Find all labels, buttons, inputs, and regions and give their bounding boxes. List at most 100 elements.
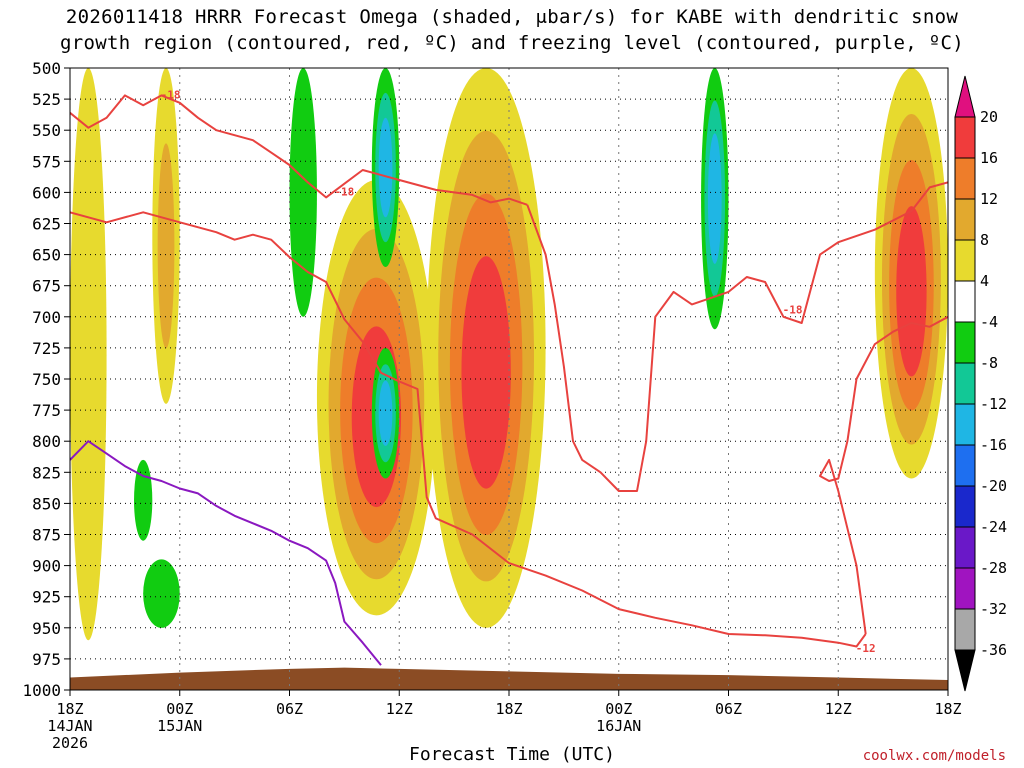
colorbar-bin--32 [954, 567, 976, 610]
colorbar-label: -36 [980, 641, 1007, 659]
y-axis: 500 525 550 575 600 625 650 675 700 725 750 775 800 8… [22, 59, 70, 700]
y-tick-label: 525 [32, 90, 61, 109]
y-tick-label: 875 [32, 526, 61, 545]
colorbar-label: -16 [980, 436, 1007, 454]
downward-motion-1 [289, 68, 317, 317]
x-tick-label: 00Z [166, 700, 193, 718]
upward-motion-early-2-level-10 [157, 143, 175, 349]
colorbar-bin-16 [954, 116, 976, 159]
colorbar-label: 12 [980, 190, 998, 208]
upward-motion-core-2-level-18 [461, 256, 511, 489]
colorbar-label: -28 [980, 559, 1007, 577]
x-tick-label: 00Z [605, 700, 632, 718]
colorbar-label: -20 [980, 477, 1007, 495]
dgz-minus18-lower-loop [526, 181, 948, 492]
y-tick-label: 700 [32, 308, 61, 327]
chart-title-line-2: growth region (contoured, red, ºC) and f… [60, 32, 964, 54]
y-tick-label: 850 [32, 494, 61, 513]
contour-label: -18 [334, 185, 354, 198]
y-tick-label: 725 [32, 339, 61, 358]
downward-motion-1-level--6 [289, 68, 317, 317]
colorbar-bin--24 [954, 485, 976, 528]
x-tick-date: 14JAN [47, 717, 92, 735]
downward-motion-6-level--6 [134, 459, 153, 541]
colorbar-bin--16 [954, 403, 976, 446]
y-tick-label: 600 [32, 183, 61, 202]
upward-motion-late-level-18 [896, 206, 927, 377]
contour-labels: -18 -18 -18 -12 [161, 88, 876, 655]
x-axis-label: Forecast Time (UTC) [409, 744, 615, 765]
colorbar-label: -32 [980, 600, 1007, 618]
freezing-level [70, 440, 382, 666]
dgz-minus12-right [819, 315, 948, 635]
contour-label: -18 [783, 304, 803, 317]
y-tick-label: 625 [32, 215, 61, 234]
x-tick-year: 2026 [52, 734, 88, 752]
contour-lines [70, 94, 948, 666]
colorbar-label: 8 [980, 231, 989, 249]
y-tick-label: 550 [32, 121, 61, 140]
downward-motion-6 [134, 459, 153, 541]
grid-lines [70, 68, 948, 690]
colorbar-bin-8 [954, 198, 976, 241]
y-tick-label: 900 [32, 557, 61, 576]
colorbar-bin--28 [954, 526, 976, 569]
x-tick-label: 18Z [56, 700, 83, 718]
downward-motion-3-level--14 [378, 380, 393, 446]
downward-motion-4-level--14 [707, 133, 722, 264]
colorbar-bin--36 [954, 608, 976, 651]
x-tick-label: 12Z [386, 700, 413, 718]
y-tick-label: 825 [32, 463, 61, 482]
omega-shading [70, 68, 948, 641]
y-tick-label: 650 [32, 246, 61, 265]
colorbar-label: -24 [980, 518, 1007, 536]
downward-motion-3 [371, 347, 400, 479]
y-tick-label: 800 [32, 432, 61, 451]
colorbar-label: -4 [980, 313, 998, 331]
downward-motion-5-level--6 [143, 559, 180, 628]
upward-motion-core-2 [426, 68, 546, 628]
colorbar-bin--8 [954, 321, 976, 364]
dgz-minus18-upper [70, 94, 528, 206]
x-tick-label: 06Z [276, 700, 303, 718]
y-tick-label: 575 [32, 152, 61, 171]
colorbar-label: 16 [980, 149, 998, 167]
upward-motion-early-2 [152, 68, 180, 404]
colorbar-top-arrow [954, 75, 976, 118]
colorbar-bin-12 [954, 157, 976, 200]
y-tick-label: 975 [32, 650, 61, 669]
colorbar-bin--4 [954, 280, 976, 323]
y-tick-label: 675 [32, 277, 61, 296]
colorbar-bin--12 [954, 362, 976, 405]
x-tick-label: 12Z [825, 700, 852, 718]
downward-motion-5 [143, 559, 180, 628]
x-tick-date: 15JAN [157, 717, 202, 735]
credit-text: coolwx.com/models [862, 748, 1006, 764]
colorbar-label: -8 [980, 354, 998, 372]
x-tick-date: 16JAN [596, 717, 641, 735]
y-tick-label: 1000 [22, 681, 61, 700]
y-tick-label: 775 [32, 401, 61, 420]
contour-label: -18 [161, 88, 181, 101]
contour-label: -12 [856, 642, 876, 655]
colorbar-bin-4 [954, 239, 976, 282]
downward-motion-4 [701, 68, 729, 330]
upward-motion-late [874, 68, 948, 479]
downward-motion-2 [371, 68, 400, 268]
x-tick-label: 06Z [715, 700, 742, 718]
y-tick-label: 925 [32, 588, 61, 607]
colorbar-label: -12 [980, 395, 1007, 413]
upward-motion-early-1 [70, 68, 107, 641]
colorbar-label: 20 [980, 108, 998, 126]
colorbar-bin--20 [954, 444, 976, 487]
downward-motion-2-level--14 [378, 117, 393, 218]
colorbar-bottom-arrow [954, 649, 976, 692]
y-tick-label: 500 [32, 59, 61, 78]
y-tick-label: 750 [32, 370, 61, 389]
x-tick-label: 18Z [495, 700, 522, 718]
dgz-minus12 [70, 211, 867, 648]
upward-motion-early-1-level-6 [70, 68, 107, 641]
x-tick-label: 18Z [934, 700, 961, 718]
